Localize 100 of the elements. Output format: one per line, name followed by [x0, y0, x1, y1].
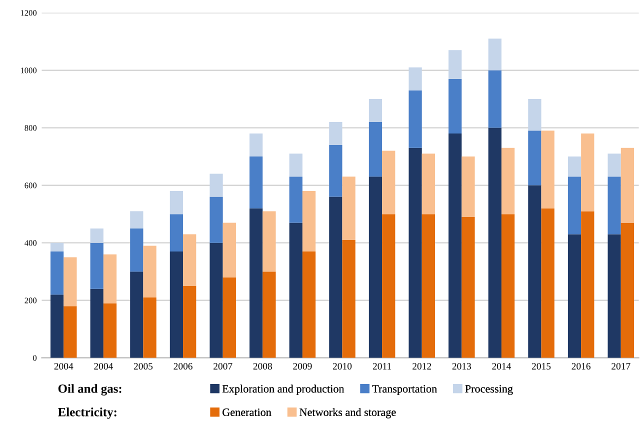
bar — [130, 228, 144, 272]
y-tick-label: 600 — [24, 182, 37, 188]
x-tick-label: 2005 — [134, 362, 153, 370]
bar — [329, 196, 342, 358]
bar — [289, 222, 302, 358]
bar — [368, 122, 382, 177]
bar — [130, 211, 144, 228]
bar — [581, 134, 594, 212]
x-tick-label: 2017 — [612, 362, 630, 370]
x-tick-label: 2016 — [572, 362, 591, 370]
bar — [462, 216, 475, 358]
bar — [488, 70, 502, 128]
legend-label: Processing — [465, 385, 513, 395]
bar — [581, 211, 594, 358]
legend-label: Networks and storage — [300, 408, 396, 418]
x-tick-label: 2015 — [532, 362, 551, 370]
bar — [103, 303, 117, 358]
bar — [302, 251, 316, 358]
bar — [422, 214, 435, 358]
legend-label: Generation — [222, 408, 272, 416]
bar — [528, 130, 542, 186]
bar — [408, 90, 422, 148]
bar — [568, 156, 582, 177]
bar — [222, 222, 236, 278]
bar — [64, 257, 77, 306]
x-tick-label: 2004 — [54, 362, 74, 370]
bar — [368, 99, 382, 122]
bar — [342, 240, 356, 358]
bar — [210, 242, 223, 358]
legend-label: Exploration and production — [222, 384, 344, 395]
x-tick-label: 2010 — [332, 362, 352, 370]
bar — [488, 38, 502, 70]
bar — [183, 234, 196, 286]
legend-label: Transportation — [372, 385, 437, 395]
bar — [90, 242, 104, 289]
bar — [50, 251, 64, 295]
y-tick-label: 0 — [33, 355, 37, 361]
bar — [143, 297, 156, 358]
x-tick-label: 2006 — [174, 362, 192, 370]
bar — [250, 208, 263, 358]
x-tick-label: 2004 — [94, 362, 113, 370]
bar — [422, 154, 435, 214]
x-tick-label: 2008 — [253, 362, 272, 370]
y-tick-label: 1200 — [20, 10, 37, 16]
bar — [103, 254, 117, 304]
bar — [262, 272, 276, 358]
y-tick-label: 800 — [24, 125, 37, 131]
bar — [262, 211, 276, 272]
bar — [170, 191, 184, 214]
x-tick-label: 2009 — [293, 362, 312, 370]
bar — [183, 286, 196, 358]
bar — [302, 191, 316, 252]
x-tick-label: 2012 — [412, 362, 432, 370]
bar — [541, 208, 554, 358]
bar — [568, 234, 582, 358]
bar — [608, 234, 621, 358]
bar — [620, 222, 634, 358]
bar — [210, 174, 223, 197]
y-tick-label: 1000 — [20, 68, 37, 74]
bar — [130, 272, 144, 358]
x-tick-label: 2011 — [372, 362, 392, 370]
bar — [170, 214, 184, 252]
bar — [222, 277, 236, 358]
bar — [250, 156, 263, 208]
bar — [462, 156, 475, 217]
bar — [541, 130, 554, 208]
bar — [342, 176, 356, 240]
text: Oil and gas: — [58, 384, 122, 396]
bar — [64, 306, 77, 358]
bar — [488, 128, 502, 358]
bar — [608, 176, 621, 234]
bar — [382, 150, 396, 214]
bar — [289, 154, 302, 177]
y-tick-label: 200 — [24, 298, 37, 304]
bar — [50, 242, 64, 252]
bar — [620, 148, 634, 223]
bar — [90, 228, 104, 243]
bar — [368, 176, 382, 358]
bar — [408, 67, 422, 90]
bar — [210, 196, 223, 243]
bar — [528, 185, 542, 358]
x-tick-label: 2014 — [492, 362, 512, 370]
bar — [501, 148, 515, 214]
bar — [608, 154, 621, 177]
y-tick-label: 400 — [24, 240, 37, 246]
bar — [289, 176, 302, 223]
x-tick-label: 2013 — [452, 362, 472, 370]
bar — [170, 251, 184, 358]
bar — [250, 134, 263, 157]
bar — [143, 246, 156, 298]
bar — [50, 294, 64, 358]
bar — [382, 214, 396, 358]
bar — [528, 99, 542, 131]
bar — [329, 122, 342, 146]
bar — [90, 288, 104, 358]
x-tick-label: 2007 — [214, 362, 232, 370]
text: Electricity: — [58, 408, 116, 419]
bar — [329, 145, 342, 197]
bar — [408, 148, 422, 358]
bar — [448, 50, 462, 79]
